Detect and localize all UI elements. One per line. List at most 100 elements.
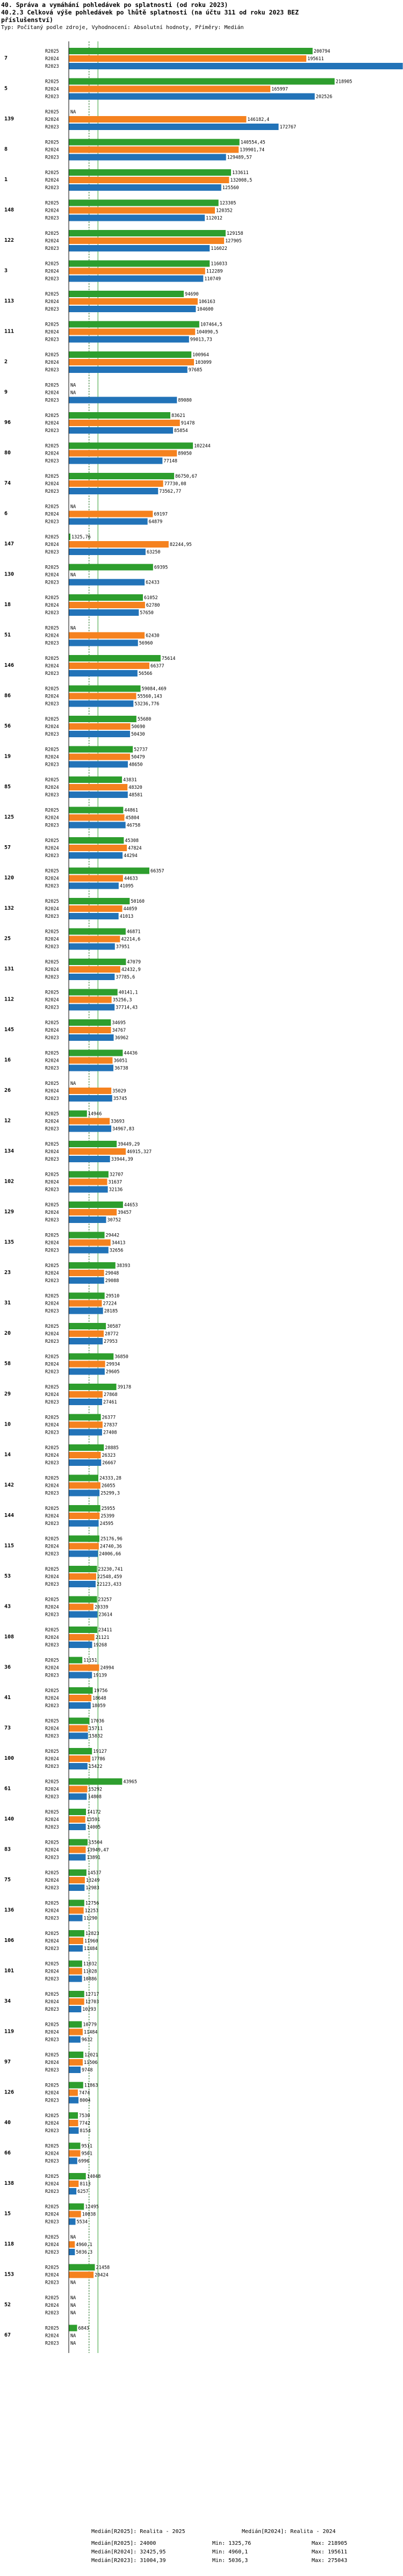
data-label-r2023: 26667 bbox=[102, 1460, 116, 1466]
series-label-r2025: R2025 bbox=[45, 2083, 59, 2089]
bar-r2025 bbox=[69, 1899, 84, 1906]
series-label-r2024: R2024 bbox=[45, 117, 59, 123]
group-label: 134 bbox=[4, 1148, 14, 1154]
group-label: 102 bbox=[4, 1179, 14, 1185]
group-label: 31 bbox=[4, 1300, 11, 1306]
series-label-r2024: R2024 bbox=[45, 1059, 59, 1064]
group-label: 29 bbox=[4, 1391, 11, 1397]
series-label-r2025: R2025 bbox=[45, 687, 59, 692]
na-label-r2024: NA bbox=[70, 2303, 76, 2308]
series-label-r2024: R2024 bbox=[45, 208, 59, 214]
data-label-r2025: 52737 bbox=[134, 747, 148, 753]
group-label: 67 bbox=[4, 2333, 11, 2338]
data-label-r2024: 139901,74 bbox=[240, 148, 264, 153]
series-label-r2025: R2025 bbox=[45, 2205, 59, 2210]
data-label-r2025: 12756 bbox=[85, 1901, 99, 1906]
bar-r2025 bbox=[69, 1049, 123, 1056]
series-label-r2024: R2024 bbox=[45, 1149, 59, 1155]
series-label-r2025: R2025 bbox=[45, 1688, 59, 1694]
series-label-r2025: R2025 bbox=[45, 1294, 59, 1299]
series-label-r2025: R2025 bbox=[45, 1962, 59, 1967]
bar-r2024 bbox=[69, 875, 123, 882]
series-label-r2023: R2023 bbox=[45, 2098, 59, 2104]
group-label: 6 bbox=[4, 511, 8, 517]
data-label-r2025: 133611 bbox=[232, 170, 249, 176]
data-label-r2024: 26055 bbox=[102, 1484, 116, 1489]
data-label-r2025: 75614 bbox=[162, 656, 176, 661]
data-label-r2023: 6996 bbox=[78, 2159, 89, 2164]
data-label-r2023: 44294 bbox=[124, 853, 138, 859]
bar-r2024 bbox=[69, 2028, 83, 2035]
bar-r2025 bbox=[69, 1596, 97, 1603]
series-label-r2023: R2023 bbox=[45, 1855, 59, 1861]
series-label-r2023: R2023 bbox=[45, 580, 59, 586]
group-label: 129 bbox=[4, 1209, 14, 1215]
series-label-r2023: R2023 bbox=[45, 2250, 59, 2255]
data-label-r2023: 27953 bbox=[104, 1339, 118, 1344]
series-label-r2023: R2023 bbox=[45, 1795, 59, 1800]
data-label-r2024: 82244,95 bbox=[170, 542, 192, 548]
bar-r2024 bbox=[69, 1664, 99, 1671]
data-label-r2023: 27408 bbox=[103, 1430, 117, 1436]
series-label-r2023: R2023 bbox=[45, 550, 59, 555]
bar-r2024 bbox=[69, 116, 247, 123]
bar-r2023 bbox=[69, 2006, 82, 2012]
series-label-r2023: R2023 bbox=[45, 428, 59, 434]
bar-r2025 bbox=[69, 776, 123, 783]
bar-r2025 bbox=[69, 534, 70, 540]
bar-r2023 bbox=[69, 1642, 92, 1648]
data-label-r2023: 13891 bbox=[87, 1855, 100, 1861]
series-label-r2025: R2025 bbox=[45, 990, 59, 996]
bar-r2023 bbox=[69, 245, 210, 251]
data-label-r2023: 8154 bbox=[80, 2128, 90, 2134]
bar-r2023 bbox=[69, 63, 403, 69]
series-label-r2025: R2025 bbox=[45, 1263, 59, 1269]
bar-r2024 bbox=[69, 693, 136, 700]
bar-r2024 bbox=[69, 753, 131, 760]
data-label-r2024: 50690 bbox=[132, 724, 146, 730]
group-label: 12 bbox=[4, 1118, 11, 1124]
max-r2024: Max: 195611 bbox=[312, 2549, 348, 2555]
bar-r2025 bbox=[69, 1991, 84, 1997]
series-label-r2023: R2023 bbox=[45, 2007, 59, 2012]
data-label-r2024: 120352 bbox=[216, 208, 233, 214]
series-label-r2023: R2023 bbox=[45, 2128, 59, 2134]
data-label-r2023: 125560 bbox=[222, 185, 239, 191]
bar-r2023 bbox=[69, 1732, 88, 1739]
data-label-r2024: 11506 bbox=[84, 2060, 98, 2066]
series-label-r2024: R2024 bbox=[45, 1089, 59, 1094]
data-label-r2023: 29088 bbox=[105, 1278, 119, 1284]
bar-r2023 bbox=[69, 1945, 83, 1952]
bar-r2024 bbox=[69, 55, 307, 62]
max-r2025: Max: 218905 bbox=[312, 2541, 348, 2546]
series-label-r2024: R2024 bbox=[45, 2334, 59, 2339]
group-label: 19 bbox=[4, 754, 11, 760]
series-label-r2024: R2024 bbox=[45, 1453, 59, 1458]
series-label-r2023: R2023 bbox=[45, 2068, 59, 2073]
data-label-r2023: 33944,39 bbox=[111, 1157, 133, 1162]
data-label-r2023: 14005 bbox=[87, 1825, 101, 1830]
min-r2025: Min: 1325,76 bbox=[212, 2541, 251, 2546]
min-r2024: Min: 4960,1 bbox=[212, 2549, 248, 2555]
data-label-r2024: 106163 bbox=[199, 299, 215, 305]
series-label-r2025: R2025 bbox=[45, 1810, 59, 1815]
data-label-r2024: 33693 bbox=[111, 1119, 125, 1125]
data-label-r2024: 10038 bbox=[82, 2212, 96, 2218]
data-label-r2023: 41013 bbox=[120, 914, 134, 919]
series-label-r2024: R2024 bbox=[45, 1635, 59, 1640]
series-label-r2023: R2023 bbox=[45, 762, 59, 768]
series-label-r2023: R2023 bbox=[45, 975, 59, 980]
bar-r2023 bbox=[69, 1581, 96, 1587]
data-label-r2023: 9748 bbox=[82, 2068, 92, 2073]
data-label-r2023: 22123,433 bbox=[97, 1582, 121, 1587]
series-label-r2024: R2024 bbox=[45, 1210, 59, 1215]
series-label-r2023: R2023 bbox=[45, 64, 59, 69]
bar-r2024 bbox=[69, 1998, 84, 2005]
bar-r2025 bbox=[69, 1566, 97, 1572]
bar-r2023 bbox=[69, 1399, 103, 1405]
bar-r2023 bbox=[69, 336, 189, 343]
group-label: 115 bbox=[4, 1543, 14, 1549]
bar-r2024 bbox=[69, 480, 163, 487]
series-label-r2025: R2025 bbox=[45, 1203, 59, 1208]
data-label-r2023: 27461 bbox=[103, 1400, 117, 1405]
